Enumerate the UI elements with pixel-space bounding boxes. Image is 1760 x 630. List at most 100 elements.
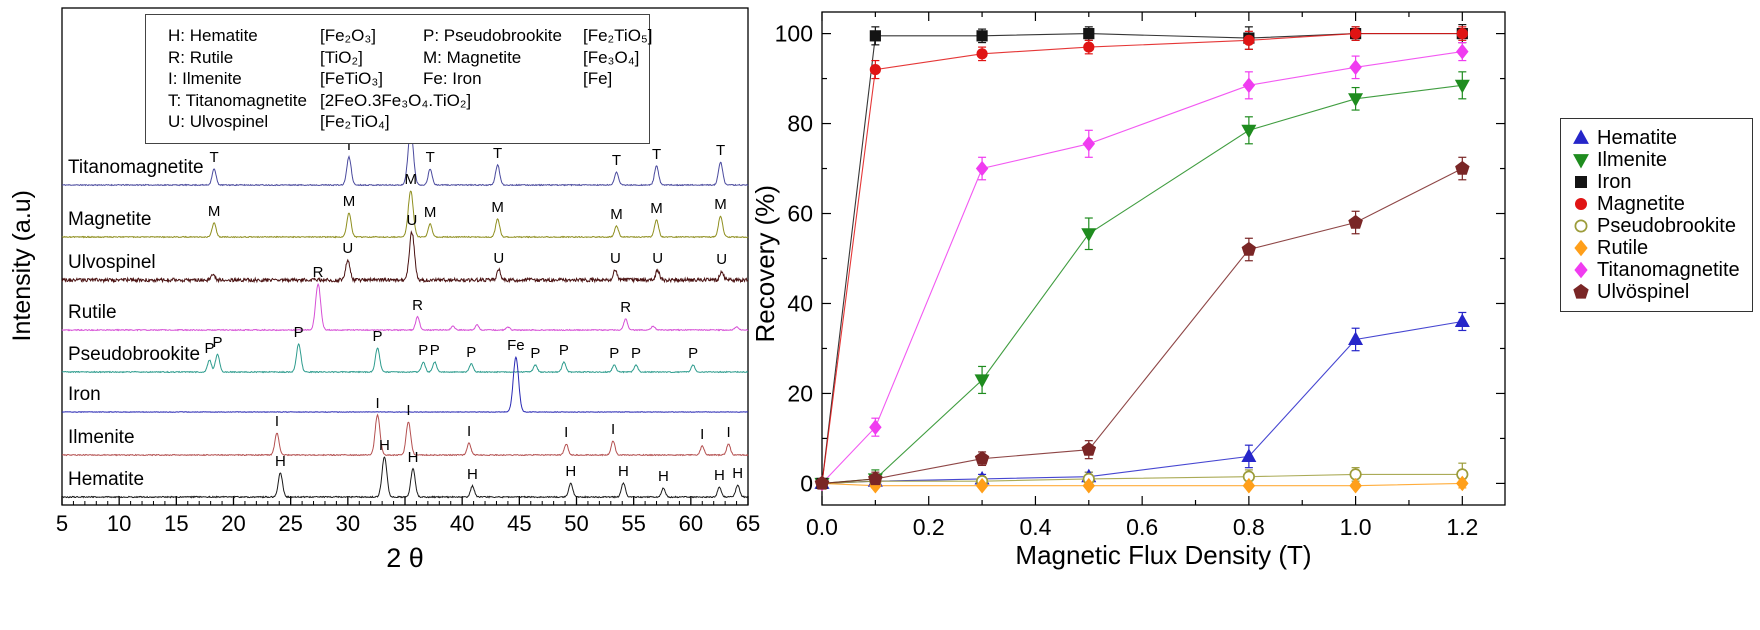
svg-text:P: P bbox=[631, 345, 641, 362]
svg-text:Magnetite: Magnetite bbox=[68, 209, 151, 230]
svg-text:1.0: 1.0 bbox=[1340, 514, 1372, 540]
legend-entry-iron: Fe: Iron [Fe] bbox=[423, 69, 613, 88]
legend-entry-pseudobrookite: P: Pseudobrookite [Fe₂TiO₅] bbox=[423, 26, 653, 45]
legend-entry-titanomagnetite: T: Titanomagnetite [2FeO.3Fe₃O₄.TiO₂] bbox=[168, 90, 472, 110]
recovery-plot-svg: 0.0 0.2 0.4 0.6 0.8 1.0 1.2 0 20 40 60 80 100 bbox=[775, 11, 1506, 540]
svg-text:M: M bbox=[610, 206, 623, 223]
legend-item-ilmenite: Ilmenite bbox=[1569, 149, 1740, 171]
svg-text:U: U bbox=[652, 250, 663, 267]
svg-text:35: 35 bbox=[393, 511, 417, 536]
svg-text:P: P bbox=[530, 345, 540, 362]
svg-text:Pseudobrookite: Pseudobrookite bbox=[68, 344, 200, 365]
svg-text:I: I bbox=[700, 426, 704, 443]
svg-text:I: I bbox=[275, 413, 279, 430]
legend-entry-hematite: H: Hematite [Fe₂O₃] bbox=[168, 26, 377, 45]
legend-item-rutile: Rutile bbox=[1569, 237, 1740, 259]
svg-text:T: T bbox=[493, 145, 502, 162]
svg-text:Hematite: Hematite bbox=[68, 469, 144, 490]
svg-text:Rutile: Rutile bbox=[68, 302, 117, 323]
svg-text:0.4: 0.4 bbox=[1019, 514, 1051, 540]
legend-entry-magnetite: M: Magnetite [Fe₃O₄] bbox=[423, 47, 640, 67]
svg-text:P: P bbox=[466, 344, 476, 361]
svg-text:M: M bbox=[343, 193, 356, 210]
svg-text:T: T bbox=[652, 146, 661, 163]
svg-text:Iron: Iron bbox=[68, 384, 101, 405]
legend-item-magnetite: Magnetite bbox=[1569, 193, 1740, 215]
xrd-legend-column-1: H: Hematite [Fe₂O₃] R: Rutile [TiO₂] I: … bbox=[168, 25, 472, 133]
svg-text:T: T bbox=[344, 137, 353, 154]
legend-item-hematite: Hematite bbox=[1569, 127, 1740, 149]
svg-text:20: 20 bbox=[221, 511, 245, 536]
svg-text:I: I bbox=[611, 421, 615, 438]
svg-text:60: 60 bbox=[787, 201, 813, 227]
svg-text:I: I bbox=[406, 402, 410, 419]
svg-text:0.8: 0.8 bbox=[1233, 514, 1265, 540]
svg-text:M: M bbox=[208, 203, 221, 220]
svg-text:30: 30 bbox=[336, 511, 360, 536]
svg-text:M: M bbox=[650, 200, 663, 217]
svg-text:T: T bbox=[716, 142, 725, 159]
legend-item-ulvospinel: Ulvöspinel bbox=[1569, 281, 1740, 303]
pseudobrookite-open-circle-marker-icon bbox=[1569, 216, 1597, 236]
svg-text:5: 5 bbox=[56, 511, 68, 536]
svg-text:60: 60 bbox=[679, 511, 703, 536]
magnetite-circle-marker-icon bbox=[1569, 194, 1597, 214]
svg-text:Fe: Fe bbox=[507, 337, 525, 354]
xrd-x-axis-label: 2 θ bbox=[386, 543, 424, 573]
svg-text:I: I bbox=[467, 423, 471, 440]
svg-text:U: U bbox=[342, 240, 353, 257]
svg-text:P: P bbox=[688, 345, 698, 362]
svg-text:R: R bbox=[620, 299, 631, 316]
svg-text:P: P bbox=[559, 342, 569, 359]
hematite-triangle-up-marker-icon bbox=[1569, 128, 1597, 148]
svg-text:P: P bbox=[418, 342, 428, 359]
svg-text:T: T bbox=[612, 152, 621, 169]
xrd-chart-panel: 5101520253035404550556065TTTTTTTTTitanom… bbox=[0, 0, 770, 630]
legend-entry-ulvospinel: U: Ulvospinel [Fe₂TiO₄] bbox=[168, 112, 390, 131]
svg-text:25: 25 bbox=[278, 511, 302, 536]
svg-text:Ulvospinel: Ulvospinel bbox=[68, 252, 156, 273]
svg-text:10: 10 bbox=[107, 511, 131, 536]
svg-text:0.2: 0.2 bbox=[913, 514, 945, 540]
svg-text:U: U bbox=[610, 250, 621, 267]
svg-text:0: 0 bbox=[800, 470, 813, 496]
recovery-x-axis-label: Magnetic Flux Density (T) bbox=[1015, 540, 1312, 570]
svg-text:H: H bbox=[565, 463, 576, 480]
svg-text:R: R bbox=[313, 264, 324, 281]
svg-text:I: I bbox=[564, 424, 568, 441]
xrd-legend-column-2: P: Pseudobrookite [Fe₂TiO₅] M: Magnetite… bbox=[423, 25, 653, 133]
svg-text:P: P bbox=[294, 324, 304, 341]
svg-text:H: H bbox=[467, 466, 478, 483]
svg-text:U: U bbox=[406, 212, 417, 229]
svg-text:H: H bbox=[379, 437, 390, 454]
svg-text:M: M bbox=[424, 204, 437, 221]
svg-text:M: M bbox=[404, 171, 417, 188]
svg-text:I: I bbox=[375, 395, 379, 412]
svg-text:P: P bbox=[212, 334, 222, 351]
svg-text:55: 55 bbox=[621, 511, 645, 536]
recovery-y-axis-label: Recovery (%) bbox=[750, 185, 780, 343]
svg-text:H: H bbox=[275, 453, 286, 470]
svg-text:15: 15 bbox=[164, 511, 188, 536]
svg-text:P: P bbox=[373, 328, 383, 345]
svg-text:T: T bbox=[426, 149, 435, 166]
svg-text:65: 65 bbox=[736, 511, 760, 536]
titanomagnetite-diamond-marker-icon bbox=[1569, 260, 1597, 280]
svg-text:100: 100 bbox=[775, 21, 813, 47]
svg-text:H: H bbox=[732, 465, 743, 482]
svg-text:M: M bbox=[491, 199, 504, 216]
legend-item-titanomagnetite: Titanomagnetite bbox=[1569, 259, 1740, 281]
svg-text:H: H bbox=[714, 467, 725, 484]
svg-text:20: 20 bbox=[787, 380, 813, 406]
svg-text:0.0: 0.0 bbox=[806, 514, 838, 540]
recovery-legend-box: Hematite Ilmenite Iron Magnetite Pseudob… bbox=[1560, 118, 1753, 312]
ulvospinel-pentagon-marker-icon bbox=[1569, 282, 1597, 302]
svg-text:40: 40 bbox=[450, 511, 474, 536]
rutile-diamond-marker-icon bbox=[1569, 238, 1597, 258]
svg-text:U: U bbox=[493, 250, 504, 267]
svg-text:P: P bbox=[430, 342, 440, 359]
svg-text:M: M bbox=[714, 196, 727, 213]
svg-text:1.2: 1.2 bbox=[1446, 514, 1478, 540]
svg-text:0.6: 0.6 bbox=[1126, 514, 1158, 540]
